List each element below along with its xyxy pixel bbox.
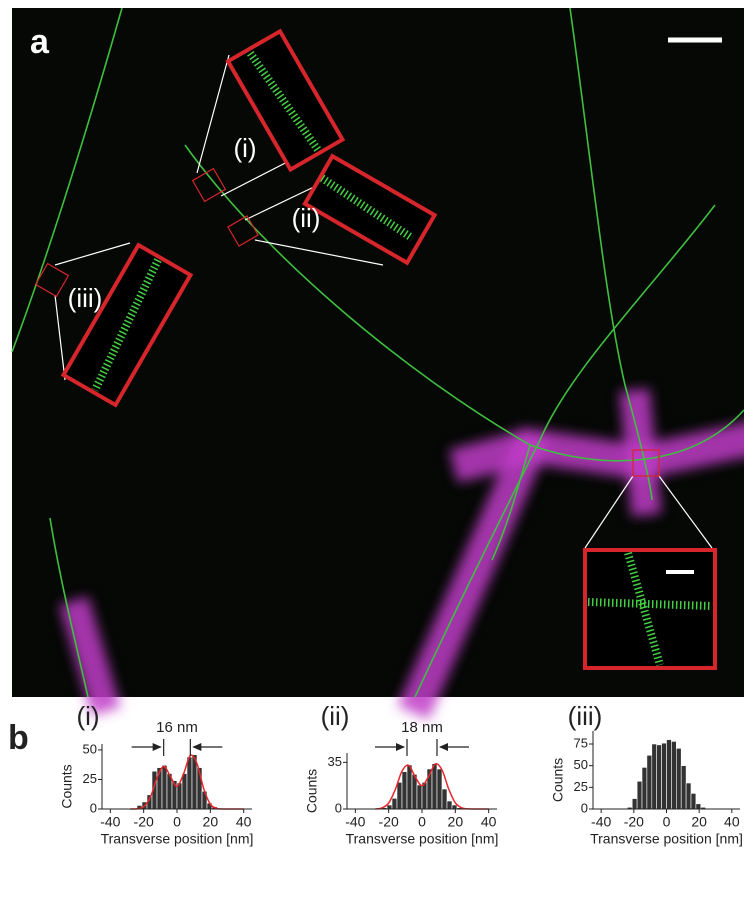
y-tick-label: 50	[574, 757, 588, 772]
chart-title: (i)	[76, 701, 99, 731]
x-tick-label: -40	[345, 814, 365, 830]
bar	[422, 782, 427, 809]
bar	[177, 783, 182, 809]
bar	[642, 767, 647, 809]
x-tick-label: 40	[481, 814, 497, 830]
bar	[657, 745, 662, 809]
x-tick-label: 40	[724, 814, 740, 830]
bar	[686, 783, 691, 809]
x-axis-label: Transverse position [nm]	[346, 831, 499, 847]
x-tick-label: 20	[203, 814, 219, 830]
bar	[387, 805, 392, 809]
x-tick-label: 0	[663, 814, 671, 830]
bar	[696, 804, 701, 809]
y-tick-label: 50	[83, 741, 97, 756]
chart-title: (iii)	[568, 701, 603, 731]
bar	[447, 801, 452, 809]
bar	[437, 769, 442, 809]
x-tick-label: -20	[134, 814, 154, 830]
inset-label: (ii)	[292, 203, 321, 233]
x-tick-label: 40	[236, 814, 252, 830]
bar	[397, 782, 402, 809]
y-axis-label: Counts	[550, 758, 566, 802]
inset-label: (iii)	[68, 283, 103, 313]
bar	[632, 799, 637, 809]
annotation: 16 nm	[156, 719, 198, 736]
x-axis-label: Transverse position [nm]	[590, 831, 743, 847]
bar	[432, 764, 437, 809]
bar	[392, 798, 397, 809]
bar	[662, 743, 667, 809]
y-tick-label: 75	[574, 735, 588, 750]
x-tick-label: 0	[418, 814, 426, 830]
bar	[187, 757, 192, 809]
inset-label: (i)	[233, 133, 256, 163]
y-tick-label: 0	[90, 800, 97, 815]
chart-title: (ii)	[321, 701, 350, 731]
annotation-arrowhead	[396, 743, 405, 751]
bar	[452, 805, 457, 809]
x-tick-label: -20	[379, 814, 399, 830]
x-tick-label: 20	[691, 814, 707, 830]
x-tick-label: -40	[591, 814, 611, 830]
bar	[182, 774, 187, 809]
y-tick-label: 0	[335, 800, 342, 815]
bar	[681, 766, 686, 809]
y-tick-label: 35	[328, 754, 342, 769]
annotation: 18 nm	[401, 719, 443, 736]
bar	[652, 744, 657, 809]
x-tick-label: -40	[100, 814, 120, 830]
bar	[637, 781, 642, 809]
bar	[671, 741, 676, 809]
x-tick-label: 20	[448, 814, 464, 830]
panel-label: a	[30, 23, 50, 61]
y-axis-label: Counts	[59, 764, 75, 808]
annotation-arrowhead	[153, 743, 162, 751]
y-tick-label: 25	[83, 771, 97, 786]
bar	[647, 755, 652, 809]
annotation-arrowhead	[192, 743, 201, 751]
bar	[667, 740, 672, 809]
bar	[442, 789, 447, 809]
bar	[402, 772, 407, 809]
figure: a (i) (ii) (iii) b (i) Counts Transverse p…	[0, 0, 744, 904]
panel-label: b	[8, 719, 29, 757]
bar	[676, 748, 681, 809]
annotation-arrowhead	[439, 743, 448, 751]
bar	[417, 785, 422, 809]
bar	[407, 765, 412, 809]
y-axis-label: Counts	[304, 769, 320, 813]
x-tick-label: -20	[624, 814, 644, 830]
bar	[162, 765, 167, 809]
y-tick-label: 25	[574, 779, 588, 794]
x-axis-label: Transverse position [nm]	[101, 831, 254, 847]
micrograph: a (i) (ii) (iii)	[12, 8, 744, 697]
page: a (i) (ii) (iii) b (i) Counts Transverse p…	[0, 0, 744, 904]
y-tick-label: 0	[581, 800, 588, 815]
bar	[691, 793, 696, 809]
x-tick-label: 0	[173, 814, 181, 830]
